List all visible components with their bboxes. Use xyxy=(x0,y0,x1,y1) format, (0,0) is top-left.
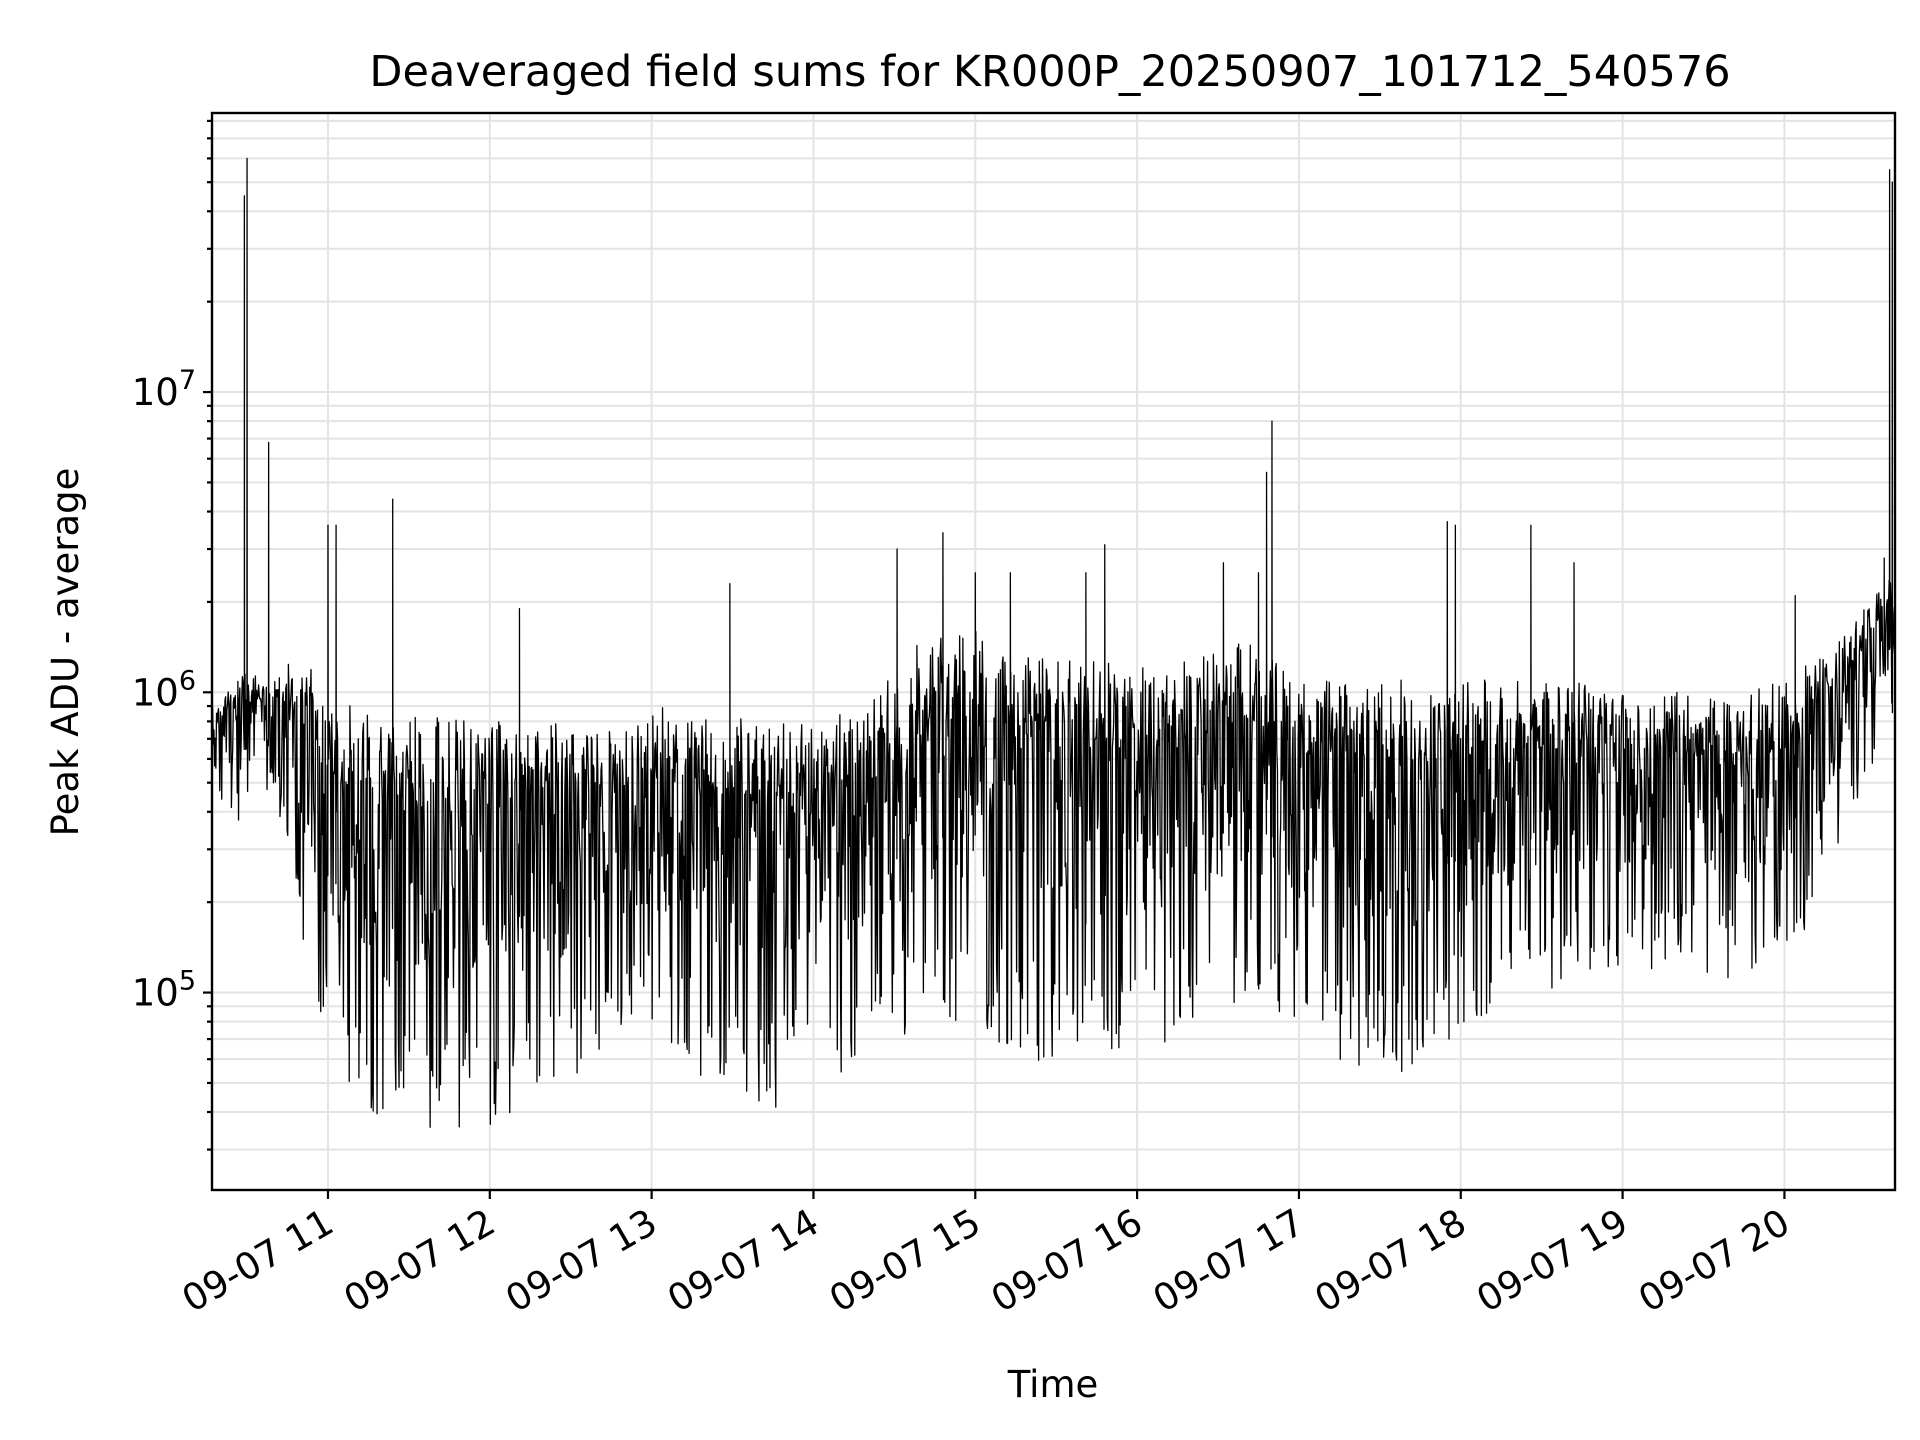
x-tick-label: 09-07 12 xyxy=(337,1201,503,1321)
plot-area xyxy=(211,157,1896,1128)
x-tick-label: 09-07 15 xyxy=(822,1201,988,1321)
series-line xyxy=(211,157,1896,1128)
x-tick-label: 09-07 17 xyxy=(1146,1201,1312,1321)
x-tick-label: 09-07 18 xyxy=(1308,1201,1474,1321)
x-axis-label: Time xyxy=(1007,1363,1099,1406)
axes-frame xyxy=(210,111,1897,1192)
y-tick-labels: 105 106 107 xyxy=(132,365,196,1015)
axis-ticks xyxy=(203,119,1786,1199)
y-tick-label: 105 xyxy=(132,966,196,1015)
y-axis-label: Peak ADU - average xyxy=(44,468,87,837)
x-tick-label: 09-07 16 xyxy=(984,1201,1150,1321)
x-tick-label: 09-07 11 xyxy=(175,1201,341,1321)
y-tick-label: 107 xyxy=(132,365,196,414)
y-tick-label: 106 xyxy=(132,665,196,714)
x-tick-label: 09-07 19 xyxy=(1470,1201,1636,1321)
chart-title: Deaveraged field sums for KR000P_2025090… xyxy=(369,47,1730,97)
x-tick-label: 09-07 14 xyxy=(660,1201,826,1321)
x-tick-label: 09-07 20 xyxy=(1631,1201,1797,1321)
x-tick-label: 09-07 13 xyxy=(499,1201,665,1321)
